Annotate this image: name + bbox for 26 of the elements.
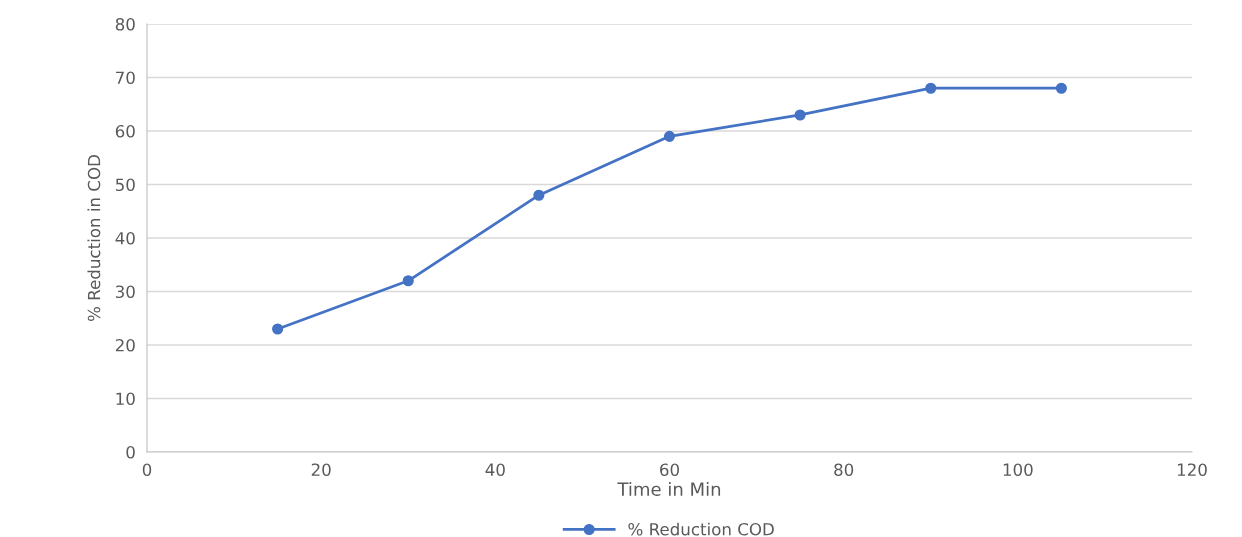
y-tick-label: 30 [115,285,135,299]
point [925,82,937,94]
x-tick-label: 100 [1003,463,1033,477]
x-tick-label: 40 [485,463,505,477]
x-tick-label: 120 [1177,463,1207,477]
x-tick-label: 0 [142,463,152,477]
point [794,109,806,121]
x-tick-label: 80 [834,463,854,477]
y-tick-label: 80 [115,17,135,31]
x-tick-label: 60 [660,463,679,477]
legend-label: % Reduction COD [628,522,774,536]
y-tick-label: 10 [116,392,135,406]
y-tick-label: 70 [116,71,135,85]
point [533,189,545,201]
y-tick-label: 40 [115,231,135,245]
y-tick-label: 0 [126,445,135,459]
point [272,323,284,335]
point [663,130,676,142]
y-tick-label: 20 [115,338,135,352]
y-axis-title: % Reduction in COD [87,155,101,321]
y-tick-label: 50 [115,178,135,192]
x-tick-label: 20 [311,463,331,477]
point [402,275,414,287]
x-axis-title: Time in Min [617,482,721,496]
point [1055,82,1067,94]
y-tick-label: 60 [115,124,135,138]
